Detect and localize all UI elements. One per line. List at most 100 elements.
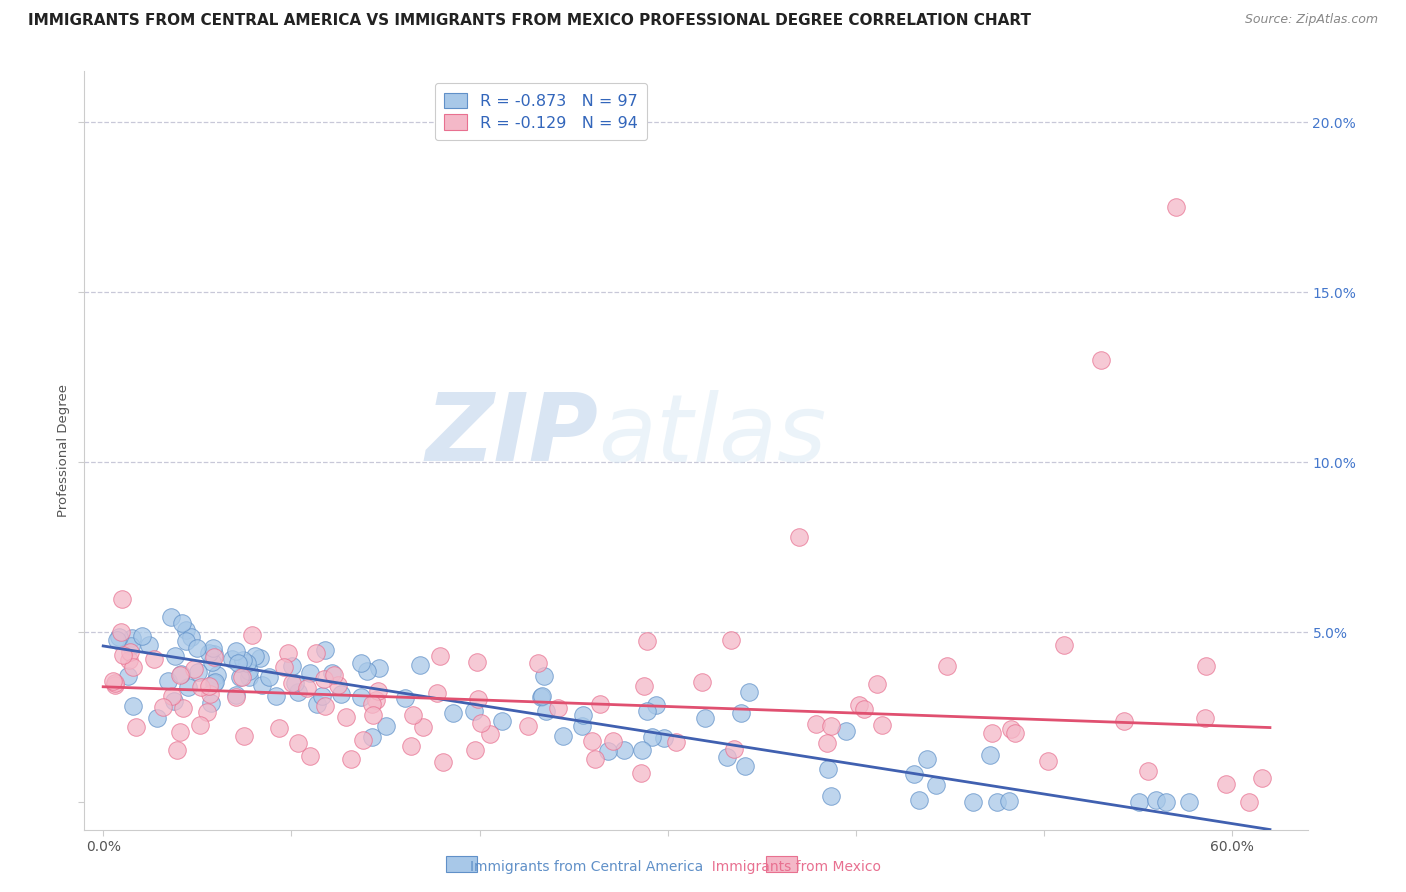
- Point: [997, 794, 1019, 808]
- Point: [352, 732, 374, 747]
- Point: [588, 697, 610, 711]
- Point: [936, 658, 959, 673]
- Point: [311, 690, 333, 704]
- Point: [467, 691, 489, 706]
- Point: [166, 742, 188, 756]
- Point: [637, 704, 659, 718]
- Point: [723, 742, 745, 756]
- Point: [534, 704, 557, 718]
- Point: [402, 708, 425, 723]
- Point: [848, 698, 870, 712]
- Point: [1156, 796, 1178, 810]
- Point: [305, 646, 328, 660]
- Point: [820, 719, 842, 733]
- Point: [232, 730, 254, 744]
- Point: [835, 724, 858, 739]
- Point: [533, 669, 555, 683]
- Point: [169, 667, 191, 681]
- Point: [654, 731, 676, 745]
- Point: [111, 592, 134, 607]
- Point: [1195, 659, 1218, 673]
- Point: [157, 674, 180, 689]
- Point: [716, 749, 738, 764]
- Point: [111, 648, 134, 663]
- Point: [478, 726, 501, 740]
- Text: atlas: atlas: [598, 390, 827, 481]
- Point: [986, 796, 1008, 810]
- Point: [225, 688, 247, 702]
- Point: [693, 710, 716, 724]
- Point: [817, 762, 839, 776]
- Point: [789, 530, 811, 544]
- Point: [235, 656, 257, 670]
- Point: [108, 630, 131, 644]
- Point: [432, 755, 454, 769]
- Point: [340, 752, 363, 766]
- Point: [1112, 714, 1135, 728]
- Point: [737, 685, 759, 699]
- Point: [467, 655, 489, 669]
- Point: [367, 683, 389, 698]
- Point: [221, 652, 243, 666]
- Point: [186, 641, 208, 656]
- Point: [226, 656, 249, 670]
- Point: [360, 730, 382, 744]
- Point: [330, 687, 353, 701]
- Point: [249, 651, 271, 665]
- Point: [101, 673, 124, 688]
- Point: [366, 692, 388, 706]
- Point: [105, 632, 128, 647]
- Point: [530, 689, 553, 703]
- Point: [1090, 353, 1112, 368]
- Point: [572, 708, 595, 723]
- Point: [631, 743, 654, 757]
- Point: [360, 698, 382, 712]
- Point: [122, 698, 145, 713]
- Point: [174, 623, 197, 637]
- Point: [180, 630, 202, 644]
- Text: Immigrants from Central America: Immigrants from Central America: [470, 860, 703, 874]
- Point: [979, 748, 1001, 763]
- Point: [907, 793, 929, 807]
- FancyBboxPatch shape: [446, 856, 477, 872]
- Point: [125, 719, 148, 733]
- Point: [598, 744, 620, 758]
- Point: [165, 648, 187, 663]
- Point: [273, 660, 295, 674]
- Point: [104, 678, 127, 692]
- Point: [205, 668, 228, 682]
- Point: [1004, 725, 1026, 739]
- Point: [925, 778, 948, 792]
- Point: [159, 610, 181, 624]
- Point: [1000, 722, 1022, 736]
- Point: [323, 668, 346, 682]
- Point: [238, 670, 260, 684]
- Point: [804, 717, 827, 731]
- Text: IMMIGRANTS FROM CENTRAL AMERICA VS IMMIGRANTS FROM MEXICO PROFESSIONAL DEGREE CO: IMMIGRANTS FROM CENTRAL AMERICA VS IMMIG…: [28, 13, 1031, 29]
- Point: [187, 665, 209, 679]
- Point: [321, 665, 343, 680]
- Point: [198, 679, 221, 693]
- Point: [636, 634, 658, 648]
- Point: [690, 675, 713, 690]
- Point: [915, 752, 938, 766]
- Point: [138, 639, 160, 653]
- Point: [277, 646, 299, 660]
- Point: [232, 653, 254, 667]
- Point: [117, 653, 139, 667]
- Point: [399, 739, 422, 754]
- Point: [281, 658, 304, 673]
- Point: [641, 730, 664, 744]
- Point: [314, 673, 336, 687]
- Point: [530, 690, 553, 705]
- Point: [174, 633, 197, 648]
- Point: [350, 656, 373, 670]
- Point: [202, 647, 225, 661]
- Point: [464, 743, 486, 757]
- Point: [183, 662, 205, 676]
- Text: Immigrants from Mexico: Immigrants from Mexico: [703, 860, 882, 874]
- Point: [188, 718, 211, 732]
- Point: [169, 725, 191, 739]
- Point: [231, 670, 253, 684]
- Point: [295, 681, 318, 695]
